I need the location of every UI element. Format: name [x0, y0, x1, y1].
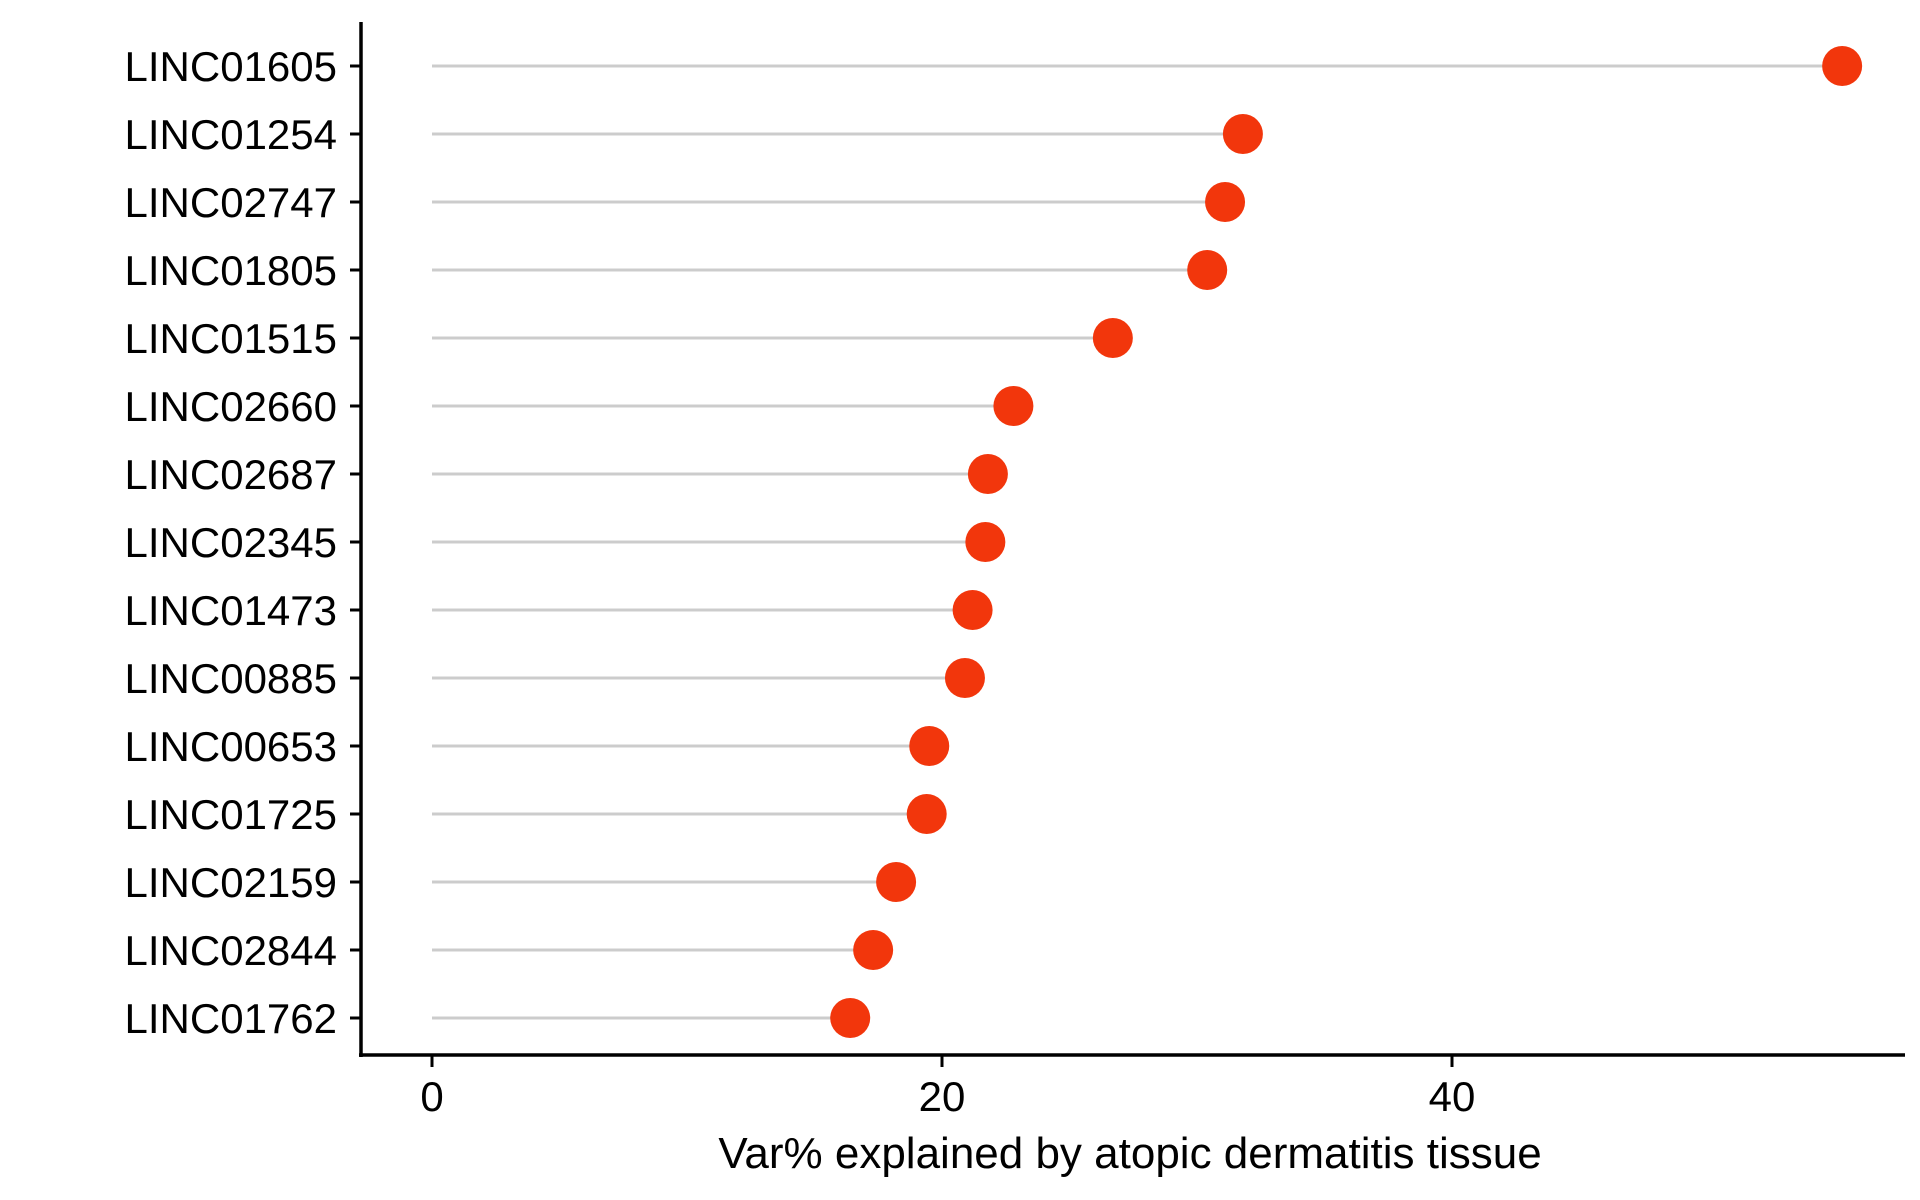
y-tick-label: LINC01805: [125, 247, 337, 294]
point-linc02687: [967, 454, 1008, 494]
y-tick-label: LINC02345: [125, 519, 337, 566]
y-tick-label: LINC00885: [125, 655, 337, 702]
y-tick-label: LINC01762: [125, 995, 337, 1042]
x-axis-title: Var% explained by atopic dermatitis tiss…: [718, 1129, 1541, 1178]
point-linc01605: [1822, 46, 1863, 86]
point-linc02660: [993, 386, 1034, 426]
x-tick-label: 40: [1429, 1073, 1476, 1120]
point-linc01254: [1222, 114, 1263, 154]
point-linc00885: [944, 658, 985, 698]
point-linc01805: [1187, 250, 1228, 290]
y-tick-label: LINC01725: [125, 791, 337, 838]
y-tick-label: LINC02660: [125, 383, 337, 430]
y-tick-label: LINC02844: [125, 927, 337, 974]
point-linc02345: [965, 522, 1006, 562]
point-linc01762: [830, 998, 871, 1038]
point-linc01515: [1092, 318, 1133, 358]
x-tick-label: 20: [919, 1073, 966, 1120]
points-layer: [830, 46, 1863, 1038]
y-tick-label: LINC01515: [125, 315, 337, 362]
point-linc01473: [952, 590, 993, 630]
y-tick-label: LINC01254: [125, 111, 337, 158]
y-tick-label: LINC02159: [125, 859, 337, 906]
y-axis: LINC01605 LINC01254 LINC02747 LINC01805 LINC…: [125, 22, 363, 1057]
x-axis: 0 20 40: [359, 1053, 1905, 1120]
y-tick-label: LINC01605: [125, 43, 337, 90]
y-tick-label: LINC00653: [125, 723, 337, 770]
y-tick-label: LINC02687: [125, 451, 337, 498]
point-linc02844: [853, 930, 894, 970]
point-linc01725: [906, 794, 947, 834]
x-tick-label: 0: [420, 1073, 443, 1120]
y-tick-label: LINC02747: [125, 179, 337, 226]
point-linc00653: [909, 726, 950, 766]
point-linc02747: [1205, 182, 1246, 222]
point-linc02159: [876, 862, 917, 902]
y-tick-label: LINC01473: [125, 587, 337, 634]
stems-layer: [432, 64, 1843, 1020]
